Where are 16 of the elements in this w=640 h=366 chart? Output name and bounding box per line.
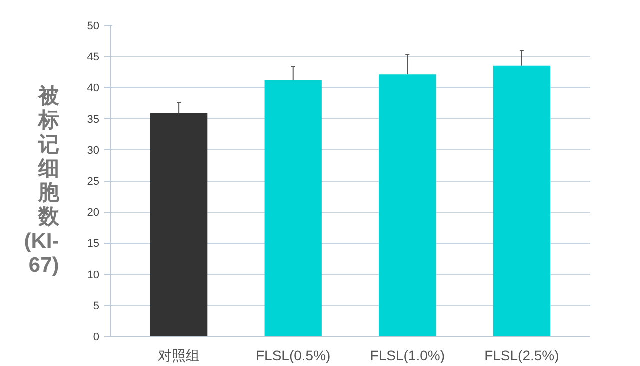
x-tick-label: FLSL(1.0%) [370,348,445,364]
y-tick-label: 50 [87,20,100,32]
y-tick-label: 0 [93,332,100,344]
y-tick-label: 15 [87,238,100,250]
y-tick-label: 40 [87,82,100,95]
y-tick-label: 25 [87,176,100,188]
y-tick-label: 10 [87,269,100,282]
y-axis-title: 被标记细胞数(KI-67) [24,84,60,278]
y-tick-label: 20 [87,207,100,220]
y-tick-label: 5 [93,300,100,312]
x-tick-label: FLSL(2.5%) [484,348,560,364]
y-tick-label: 30 [87,144,100,157]
y-tick-label: 45 [87,52,100,64]
y-tick-label: 35 [87,114,100,126]
x-tick-label: 对照组 [158,348,200,364]
x-tick-label: FLSL(0.5%) [256,348,331,364]
